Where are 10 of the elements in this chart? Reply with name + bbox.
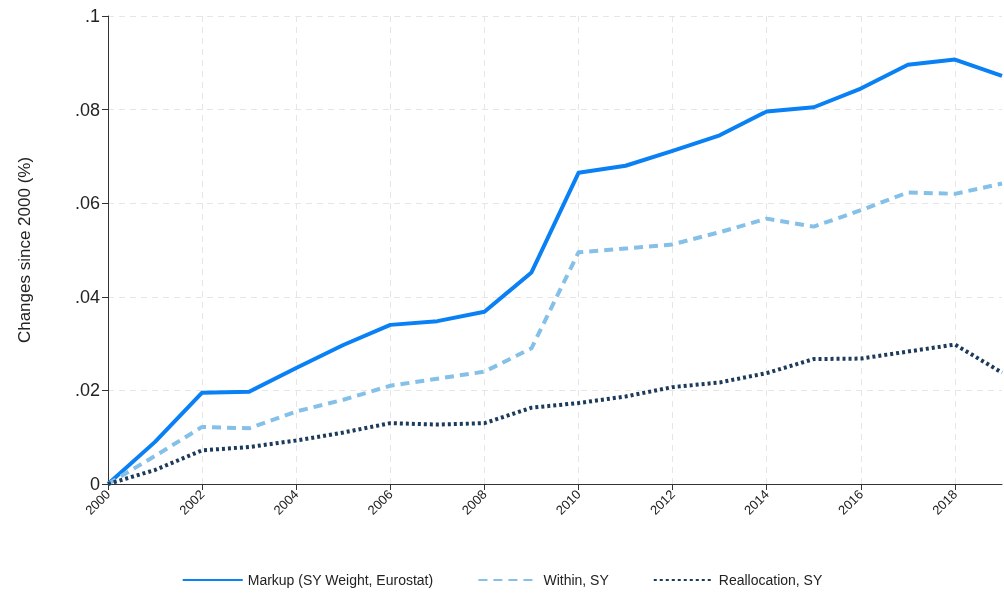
y-tick-label: 0 bbox=[89, 474, 100, 494]
y-tick-label: .06 bbox=[74, 193, 100, 214]
y-tick-label: .08 bbox=[74, 99, 100, 120]
legend-label: Reallocation, SY bbox=[718, 572, 823, 588]
legend-label: Markup (SY Weight, Eurostat) bbox=[247, 572, 434, 588]
y-tick-label: .02 bbox=[74, 380, 100, 401]
legend-label: Within, SY bbox=[543, 572, 610, 588]
y-axis-title: Changes since 2000 (%) bbox=[15, 156, 34, 344]
y-tick-label: .1 bbox=[84, 6, 100, 26]
y-tick-label: .04 bbox=[74, 286, 100, 307]
